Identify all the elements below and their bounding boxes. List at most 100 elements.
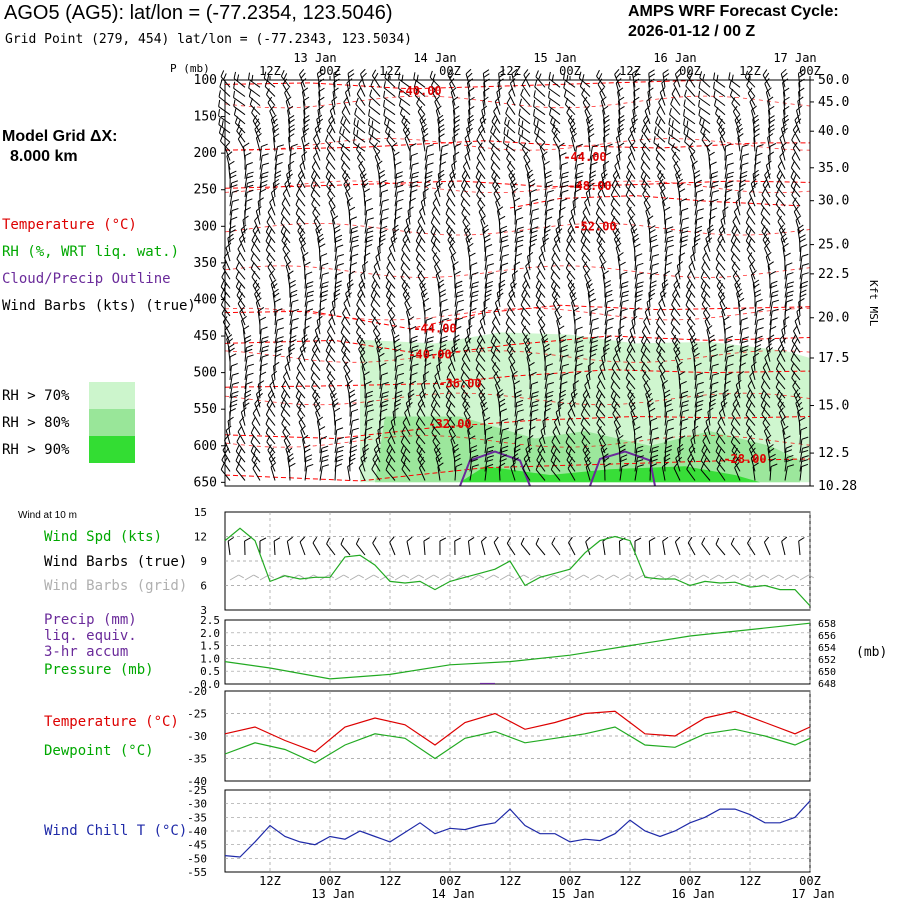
wind-barb	[767, 261, 774, 280]
wind-barb-feather	[753, 283, 760, 289]
wind-barb	[386, 261, 396, 280]
wind-barb-feather	[340, 152, 345, 160]
wind-barb-feather	[581, 216, 586, 223]
wind-barb-feather	[413, 72, 416, 80]
wind-barb	[627, 133, 636, 152]
wind-barb-feather	[617, 252, 624, 257]
wind-barb	[765, 251, 772, 271]
wind-barb	[619, 271, 628, 289]
wind-barb-feather	[507, 160, 512, 168]
wind-barb-feather	[636, 285, 644, 289]
wind-barb	[663, 206, 671, 225]
wind-barb-feather	[445, 216, 450, 223]
wind-barb	[596, 69, 606, 88]
wind-barb	[618, 115, 625, 134]
wind-barb-feather	[501, 235, 509, 239]
wind-barb	[385, 271, 396, 289]
wind-barb-shaft	[595, 222, 606, 234]
wind-barb-feather	[640, 170, 645, 178]
wind-barb	[709, 161, 717, 179]
wind-barb-shaft	[780, 128, 786, 143]
wind-barb	[345, 288, 352, 307]
wind-barb-feather	[418, 237, 422, 245]
wind-barb-feather	[328, 182, 333, 190]
wind-barb	[234, 116, 246, 134]
wind-barb-shaft	[401, 285, 411, 298]
bottom-time-tick-label: 00Z	[319, 874, 341, 888]
temperature-contour	[224, 458, 811, 482]
wind-barb	[449, 78, 456, 97]
wind-barb	[356, 143, 366, 161]
wind-barb	[270, 114, 278, 134]
wind-barb	[289, 299, 299, 316]
wind-barb	[604, 152, 612, 170]
wind-barb-feather	[581, 252, 586, 259]
wind-barb-feather	[254, 228, 260, 235]
wind-barb	[499, 271, 507, 289]
wind-barb-shaft	[384, 77, 396, 88]
wind-barb-shaft	[255, 210, 261, 225]
wind-barb-feather	[333, 225, 341, 230]
wind-barb-feather	[373, 261, 379, 267]
wind-barb-feather	[468, 96, 475, 102]
wind-barb	[394, 171, 404, 188]
wind-barb-feather	[487, 272, 494, 276]
wind-barb-shaft	[649, 237, 652, 252]
wind-barb	[529, 217, 539, 234]
wind-barb	[419, 206, 426, 225]
wind-barb-shaft	[340, 158, 351, 170]
wind-barb-feather	[252, 279, 258, 286]
wind-barb-feather	[518, 136, 521, 143]
wind-barb	[409, 143, 417, 161]
wind-barb-shaft	[475, 176, 486, 189]
wind-barb-shaft	[503, 133, 516, 143]
wind-barb-shaft	[435, 274, 441, 289]
wind-barb	[225, 242, 232, 262]
wind-barb-feather	[236, 289, 241, 296]
wind-barb	[334, 234, 343, 252]
wind-barb-shaft	[664, 238, 668, 252]
wind-barb	[550, 116, 561, 134]
wind-barb-feather	[299, 68, 305, 75]
wind-barb-shaft	[435, 183, 441, 198]
wind-barb-feather	[351, 408, 359, 413]
wind-barb-feather	[383, 90, 386, 98]
wind-barb-feather	[603, 124, 610, 129]
wind-barb-feather	[267, 206, 273, 213]
wind-barb-feather	[585, 187, 592, 194]
wind-barb-feather	[250, 262, 255, 269]
wind-barb-feather	[513, 197, 521, 202]
wind-barb-feather	[533, 99, 536, 107]
wind-barb-feather	[246, 175, 254, 179]
wind-barb	[799, 289, 807, 307]
wind-barb-feather	[325, 152, 330, 159]
wind-barb-feather	[402, 233, 407, 241]
wind-barb	[476, 188, 486, 207]
wind-barb-feather	[345, 288, 351, 294]
wind-barb-feather	[797, 224, 804, 230]
wind-barb-feather	[769, 143, 777, 147]
wind-barb-feather	[497, 206, 504, 212]
wind-barb-shaft	[693, 237, 696, 252]
wind-barb-feather	[385, 289, 390, 297]
wind-barb-shaft	[595, 213, 606, 225]
wind-barb-shaft	[720, 220, 726, 234]
wind-barb-feather	[447, 178, 453, 186]
wind-barb-feather	[702, 128, 707, 135]
wind-barb-feather	[251, 234, 256, 241]
wind-barb-feather	[231, 390, 239, 395]
wind-barb-shaft	[550, 277, 561, 289]
wind-barb-feather	[289, 339, 297, 343]
wind-barb-shaft	[476, 139, 486, 152]
wind-barb-shaft	[716, 285, 726, 298]
wind-barb	[252, 407, 261, 426]
wind-barb-feather	[261, 349, 269, 353]
wind-barb-shaft	[784, 283, 788, 298]
wind-barb-shaft	[452, 109, 456, 124]
wind-barb-feather	[363, 188, 370, 193]
wind-barb-shaft	[580, 231, 591, 244]
wind-barb-shaft	[364, 210, 368, 225]
wind-barb-shaft	[731, 103, 741, 115]
wind-barb-shaft	[764, 248, 771, 262]
wind-barb-feather	[300, 78, 307, 84]
